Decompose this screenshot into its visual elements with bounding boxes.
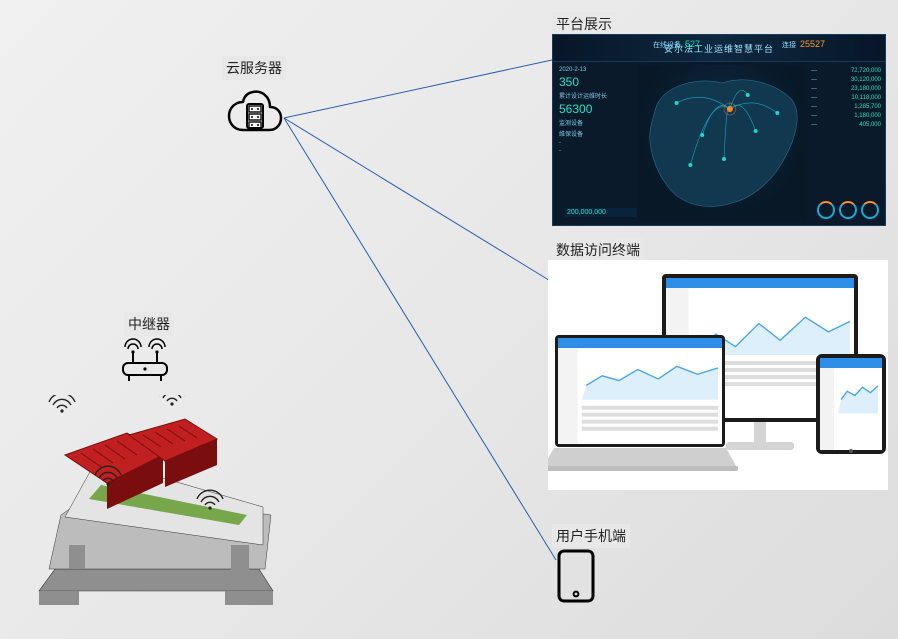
mobile-label: 用户手机端: [552, 524, 630, 548]
donut-icon: [817, 201, 835, 219]
terminals-label: 数据访问终端: [552, 238, 644, 262]
platform-label: 平台展示: [552, 12, 616, 36]
platform-right-row: —30,120,000: [811, 77, 881, 83]
kpi-0-value: 527: [685, 39, 700, 49]
left-small-0: 监测设备: [559, 118, 633, 127]
platform-right-row: —1,180,000: [811, 113, 881, 119]
platform-right-row: —72,720,000: [811, 68, 881, 74]
kpi-0-label: 在线设备: [653, 42, 681, 49]
platform-dashboard: 安尔法工业运维智慧平台 在线设备 527 连接 25527 2020-2-13 …: [552, 34, 886, 226]
platform-donuts: [817, 201, 879, 219]
donut-icon: [861, 201, 879, 219]
left-small-2: -: [559, 140, 633, 146]
left-small-1: 维保设备: [559, 129, 633, 138]
cloud-server-label: 云服务器: [222, 56, 286, 80]
relay-label: 中继器: [124, 312, 174, 336]
left-metric-0: 350: [559, 75, 633, 89]
platform-right-row: —1,285,700: [811, 104, 881, 110]
left-metric-1-label: 累计设计运维时长: [559, 91, 633, 100]
mobile-icon: [556, 548, 596, 604]
kpi-1-label: 连接: [782, 42, 796, 49]
platform-right-row: —23,180,000: [811, 86, 881, 92]
platform-left-panel: 2020-2-13 350 累计设计运维时长 56300 监测设备 维保设备 -…: [559, 65, 633, 221]
data-access-terminals: [548, 260, 888, 490]
platform-right-row: —10,118,000: [811, 95, 881, 101]
platform-bottom-money: 200,000,000: [565, 208, 639, 217]
platform-date: 2020-2-13: [559, 67, 633, 73]
left-small-3: -: [559, 148, 633, 154]
donut-icon: [839, 201, 857, 219]
left-metric-1: 56300: [559, 102, 633, 116]
kpi-1-value: 25527: [800, 39, 825, 49]
platform-right-row: —405,000: [811, 122, 881, 128]
platform-map: [637, 65, 807, 221]
machine-illustration: [25, 395, 285, 620]
relay-icon: [115, 335, 175, 385]
cloud-server-icon: [225, 80, 285, 150]
platform-right-panel: —72,720,000 —30,120,000 —23,180,000 —10,118…: [811, 65, 881, 221]
